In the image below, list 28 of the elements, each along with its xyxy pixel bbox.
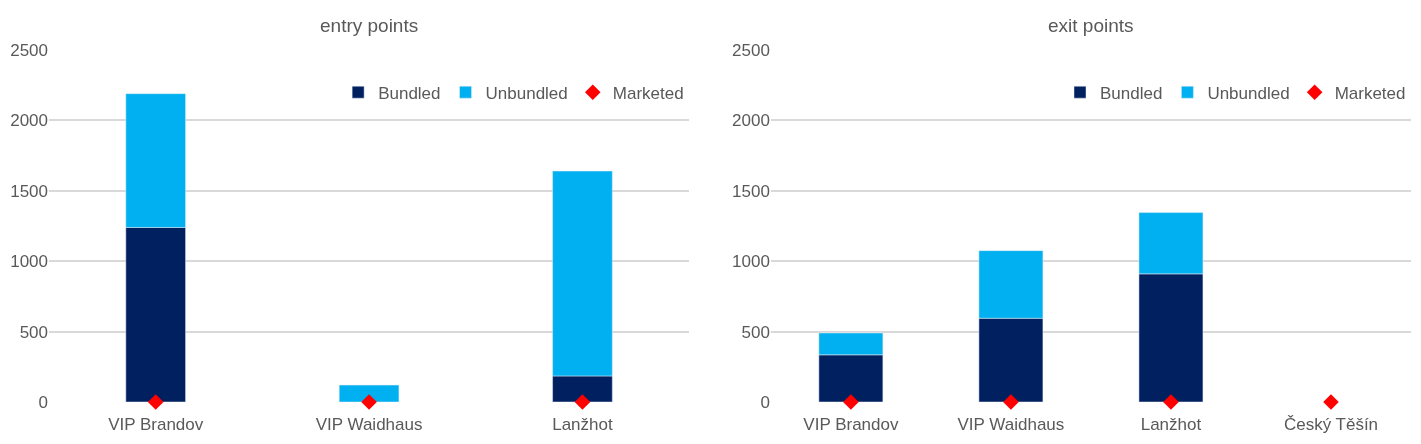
y-tick-label: 0 [760, 392, 770, 412]
x-tick-label: Lanžhot [552, 415, 613, 434]
y-tick-label: 1500 [732, 181, 770, 201]
y-tick-label: 500 [741, 322, 770, 342]
chart-title: exit points [1048, 15, 1134, 36]
y-tick-label: 2500 [732, 40, 770, 60]
x-tick-label: VIP Brandov [803, 415, 899, 434]
x-tick-label: Lanžhot [1140, 415, 1202, 434]
y-tick-label: 1500 [10, 181, 48, 201]
bar [338, 384, 400, 402]
legend-label: Bundled [1100, 83, 1163, 103]
y-tick-label: 1000 [10, 252, 48, 272]
legend-label: Unbundled [1207, 83, 1290, 103]
y-tick-label: 2500 [10, 40, 48, 60]
x-tick-label: VIP Waidhaus [957, 415, 1065, 434]
y-tick-label: 0 [38, 392, 48, 412]
x-tick-label: VIP Brandov [108, 415, 204, 434]
x-tick-label: VIP Waidhaus [315, 415, 423, 434]
legend-label: Unbundled [485, 83, 568, 103]
legend-label: Marketed [612, 83, 684, 103]
y-tick-label: 1000 [732, 252, 770, 272]
legend-label: Bundled [378, 83, 441, 103]
y-tick-label: 500 [19, 322, 48, 342]
x-tick-label: Český Těšín [1283, 415, 1379, 434]
chart-title: entry points [320, 15, 419, 36]
legend-label: Marketed [1334, 83, 1406, 103]
y-tick-label: 2000 [10, 111, 48, 131]
y-tick-label: 2000 [732, 111, 770, 131]
